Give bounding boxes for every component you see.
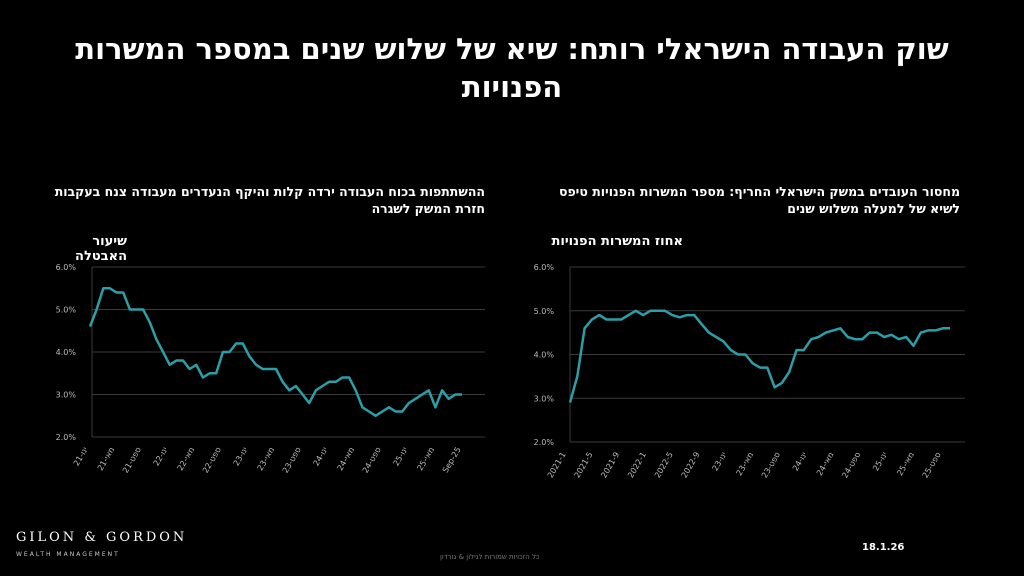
logo-tagline: WEALTH MANAGEMENT xyxy=(16,551,120,558)
x-tick-label: מאי-23 xyxy=(735,451,756,478)
x-tick-label: ספט-25 xyxy=(921,451,943,480)
x-tick-label: 2022-5 xyxy=(653,451,675,480)
x-tick-label: מאי-21 xyxy=(96,446,117,473)
logo-name: GILON & GORDON xyxy=(16,530,188,545)
x-tick-label: ינו-25 xyxy=(871,450,889,472)
x-tick-label: ספט-21 xyxy=(121,446,143,475)
x-tick-label: ינו-23 xyxy=(232,445,250,467)
x-tick-label: 2021-5 xyxy=(573,451,595,480)
y-tick-label: 2.0% xyxy=(534,438,555,447)
y-tick-label: 4.0% xyxy=(534,351,555,360)
y-tick-label: 4.0% xyxy=(56,348,77,357)
x-tick-label: 2022-9 xyxy=(680,451,702,480)
x-tick-label: ספט-24 xyxy=(840,451,862,480)
x-tick-label: ינו-21 xyxy=(72,445,90,467)
right-chart-ylabel: אחוז המשרות הפנויות xyxy=(551,234,684,249)
series-line xyxy=(568,309,950,403)
x-tick-label: ספט-24 xyxy=(361,446,383,475)
x-tick-label: ינו-25 xyxy=(392,445,410,467)
y-tick-label: 6.0% xyxy=(56,263,77,272)
x-tick-label: מאי-22 xyxy=(176,446,197,473)
x-tick-label: ינו-22 xyxy=(152,445,170,467)
x-tick-label: 2021-9 xyxy=(599,451,621,480)
copyright-note: כל הזכויות שמורות לגילון & גורדון xyxy=(440,553,540,561)
y-tick-label: 2.0% xyxy=(56,433,77,442)
y-tick-label: 3.0% xyxy=(56,391,77,400)
x-tick-label: מאי-25 xyxy=(415,446,436,473)
x-tick-label: מאי-24 xyxy=(336,446,357,473)
x-tick-label: ספט-22 xyxy=(201,446,223,475)
x-tick-label: ינו-24 xyxy=(791,450,809,472)
right-chart-subtitle: מחסור העובדים במשק הישראלי החריף: מספר ה… xyxy=(558,184,960,216)
y-tick-label: 5.0% xyxy=(56,306,77,315)
left-chart-ylabel: שיעור האבטלה xyxy=(75,234,127,264)
x-tick-label: ינו-24 xyxy=(312,445,330,467)
x-tick-label: 2022-1 xyxy=(626,451,648,480)
y-tick-label: 3.0% xyxy=(534,394,555,403)
left-chart-subtitle: ההשתתפות בכוח העבודה ירדה קלות והיקף הנע… xyxy=(54,184,485,216)
slide-date: 18.1.26 xyxy=(862,542,905,553)
x-tick-label: ספט-23 xyxy=(760,451,782,480)
x-tick-label: Sep-25 xyxy=(441,446,463,475)
vacancy-chart: 2.0%3.0%4.0%5.0%6.0%2021-1 2021-5 2021-9 20… xyxy=(534,263,965,480)
x-tick-label: מאי-25 xyxy=(895,451,916,478)
x-tick-label: 2021-1 xyxy=(546,451,568,480)
company-logo: GILON & GORDON WEALTH MANAGEMENT xyxy=(16,530,188,558)
x-tick-label: מאי-24 xyxy=(815,451,836,478)
series-line xyxy=(88,287,462,418)
x-tick-label: ינו-23 xyxy=(711,450,729,472)
y-tick-label: 5.0% xyxy=(534,307,555,316)
x-tick-label: מאי-23 xyxy=(256,446,277,473)
x-tick-label: ספט-23 xyxy=(281,446,303,475)
page-title: שוק העבודה הישראלי רותח: שיא של שלוש שני… xyxy=(75,32,949,104)
y-tick-label: 6.0% xyxy=(534,263,555,272)
